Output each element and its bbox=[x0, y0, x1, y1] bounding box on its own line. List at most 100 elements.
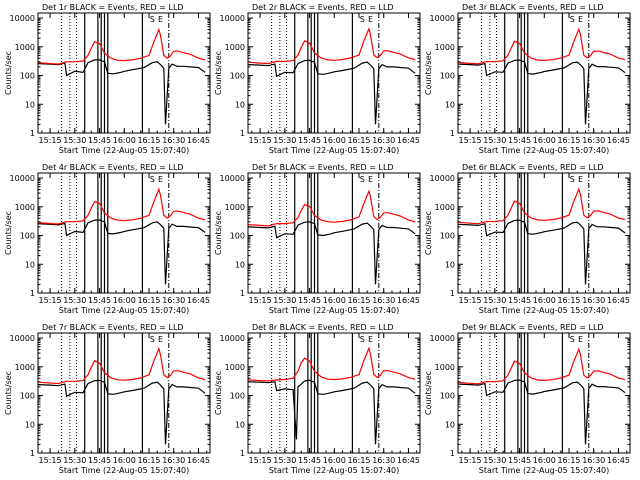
x-tick-label: 15:15 bbox=[249, 136, 272, 145]
x-tick-label: 16:30 bbox=[582, 456, 605, 465]
panel-5: Det 5r BLACK = Events, RED = LLD 1 10 100 10… bbox=[214, 163, 421, 315]
x-tick-label: 15:45 bbox=[88, 296, 111, 305]
x-tick-label: 15:30 bbox=[273, 136, 296, 145]
x-axis-label: Start Time (22-Aug-05 15:07:40) bbox=[479, 146, 610, 155]
series-line-lld bbox=[248, 189, 416, 227]
y-tick-label: 10 bbox=[235, 420, 245, 429]
panel-4: Det 4r BLACK = Events, RED = LLD 1 10 100 10… bbox=[4, 163, 211, 315]
x-tick-label: 16:45 bbox=[397, 456, 420, 465]
x-tick-label: 16:45 bbox=[607, 136, 630, 145]
panel-9: Det 9r BLACK = Events, RED = LLD 1 10 100 10… bbox=[424, 323, 631, 475]
y-tick-label: 1000 bbox=[225, 363, 245, 372]
x-axis-label: Start Time (22-Aug-05 15:07:40) bbox=[59, 306, 190, 315]
x-tick-label: 15:45 bbox=[88, 456, 111, 465]
y-tick-label: 100 bbox=[440, 72, 455, 81]
x-tick-label: 16:00 bbox=[533, 136, 556, 145]
x-tick-label: 16:30 bbox=[582, 296, 605, 305]
x-tick-label: 16:45 bbox=[187, 456, 210, 465]
panel-title: Det 5r BLACK = Events, RED = LLD bbox=[252, 163, 394, 172]
x-tick-label: 15:45 bbox=[88, 136, 111, 145]
plot-frame bbox=[37, 172, 211, 294]
y-tick-label: 10000 bbox=[430, 174, 455, 183]
series-line-lld bbox=[248, 346, 416, 382]
series-line-lld bbox=[248, 27, 416, 65]
panel-title: Det 8r BLACK = Events, RED = LLD bbox=[252, 323, 394, 332]
x-tick-label: 15:30 bbox=[63, 456, 86, 465]
marker-s-label: S bbox=[570, 175, 575, 184]
y-tick-label: 100 bbox=[230, 232, 245, 241]
plot-frame bbox=[247, 12, 421, 134]
y-axis-label: Counts/sec bbox=[424, 51, 433, 95]
y-tick-label: 100 bbox=[230, 72, 245, 81]
x-tick-label: 15:30 bbox=[483, 296, 506, 305]
marker-e-label: E bbox=[578, 15, 583, 24]
x-tick-label: 15:15 bbox=[39, 136, 62, 145]
x-tick-label: 16:15 bbox=[347, 136, 370, 145]
marker-s-label: S bbox=[360, 15, 365, 24]
plot-frame bbox=[37, 12, 211, 134]
x-tick-label: 15:15 bbox=[459, 456, 482, 465]
x-tick-label: 16:30 bbox=[162, 296, 185, 305]
y-tick-label: 10000 bbox=[430, 334, 455, 343]
x-tick-label: 16:15 bbox=[137, 296, 160, 305]
series-line-lld bbox=[458, 347, 626, 385]
x-tick-label: 16:15 bbox=[137, 136, 160, 145]
panel-title: Det 2r BLACK = Events, RED = LLD bbox=[252, 3, 394, 12]
series-line-events bbox=[248, 379, 416, 445]
x-tick-label: 16:00 bbox=[113, 136, 136, 145]
y-tick-label: 100 bbox=[20, 72, 35, 81]
x-tick-label: 16:15 bbox=[137, 456, 160, 465]
y-tick-label: 1 bbox=[450, 289, 455, 298]
marker-e-label: E bbox=[578, 175, 583, 184]
x-tick-label: 16:45 bbox=[187, 136, 210, 145]
series-line-lld bbox=[458, 187, 626, 225]
marker-s-label: S bbox=[150, 335, 155, 344]
x-tick-label: 16:15 bbox=[557, 296, 580, 305]
x-tick-label: 15:45 bbox=[508, 296, 531, 305]
series-line-events bbox=[458, 219, 626, 285]
panel-title: Det 6r BLACK = Events, RED = LLD bbox=[462, 163, 604, 172]
y-tick-label: 10 bbox=[235, 100, 245, 109]
plot-frame bbox=[457, 172, 631, 294]
y-tick-label: 1 bbox=[450, 129, 455, 138]
marker-e-label: E bbox=[368, 335, 373, 344]
y-tick-label: 10000 bbox=[430, 14, 455, 23]
x-tick-label: 15:30 bbox=[63, 296, 86, 305]
x-tick-label: 16:45 bbox=[187, 296, 210, 305]
y-tick-label: 1 bbox=[240, 129, 245, 138]
panel-title: Det 4r BLACK = Events, RED = LLD bbox=[42, 163, 184, 172]
marker-s-label: S bbox=[360, 175, 365, 184]
x-tick-label: 16:15 bbox=[557, 456, 580, 465]
y-tick-label: 10 bbox=[25, 100, 35, 109]
x-tick-label: 16:00 bbox=[323, 456, 346, 465]
x-axis-label: Start Time (22-Aug-05 15:07:40) bbox=[269, 466, 400, 475]
series-line-events bbox=[458, 379, 626, 445]
y-tick-label: 1 bbox=[450, 449, 455, 458]
x-tick-label: 16:00 bbox=[113, 456, 136, 465]
y-tick-label: 1000 bbox=[15, 363, 35, 372]
y-axis-label: Counts/sec bbox=[214, 371, 223, 415]
series-line-lld bbox=[38, 346, 206, 385]
marker-e-label: E bbox=[158, 175, 163, 184]
plot-frame bbox=[37, 332, 211, 454]
y-tick-label: 1000 bbox=[435, 363, 455, 372]
y-tick-label: 1 bbox=[30, 289, 35, 298]
x-tick-label: 15:30 bbox=[273, 456, 296, 465]
x-tick-label: 16:30 bbox=[162, 136, 185, 145]
marker-s-label: S bbox=[570, 15, 575, 24]
marker-s-label: S bbox=[150, 15, 155, 24]
x-axis-label: Start Time (22-Aug-05 15:07:40) bbox=[59, 146, 190, 155]
series-line-events bbox=[248, 59, 416, 125]
panel-1: Det 1r BLACK = Events, RED = LLD 1 10 100 10… bbox=[4, 3, 211, 155]
x-axis-label: Start Time (22-Aug-05 15:07:40) bbox=[269, 146, 400, 155]
x-tick-label: 16:00 bbox=[533, 296, 556, 305]
y-tick-label: 10 bbox=[445, 100, 455, 109]
x-tick-label: 16:30 bbox=[372, 296, 395, 305]
x-tick-label: 16:45 bbox=[397, 296, 420, 305]
x-tick-label: 15:30 bbox=[483, 136, 506, 145]
marker-e-label: E bbox=[368, 175, 373, 184]
x-tick-label: 16:15 bbox=[347, 296, 370, 305]
x-tick-label: 15:30 bbox=[273, 296, 296, 305]
y-tick-label: 10000 bbox=[10, 174, 35, 183]
